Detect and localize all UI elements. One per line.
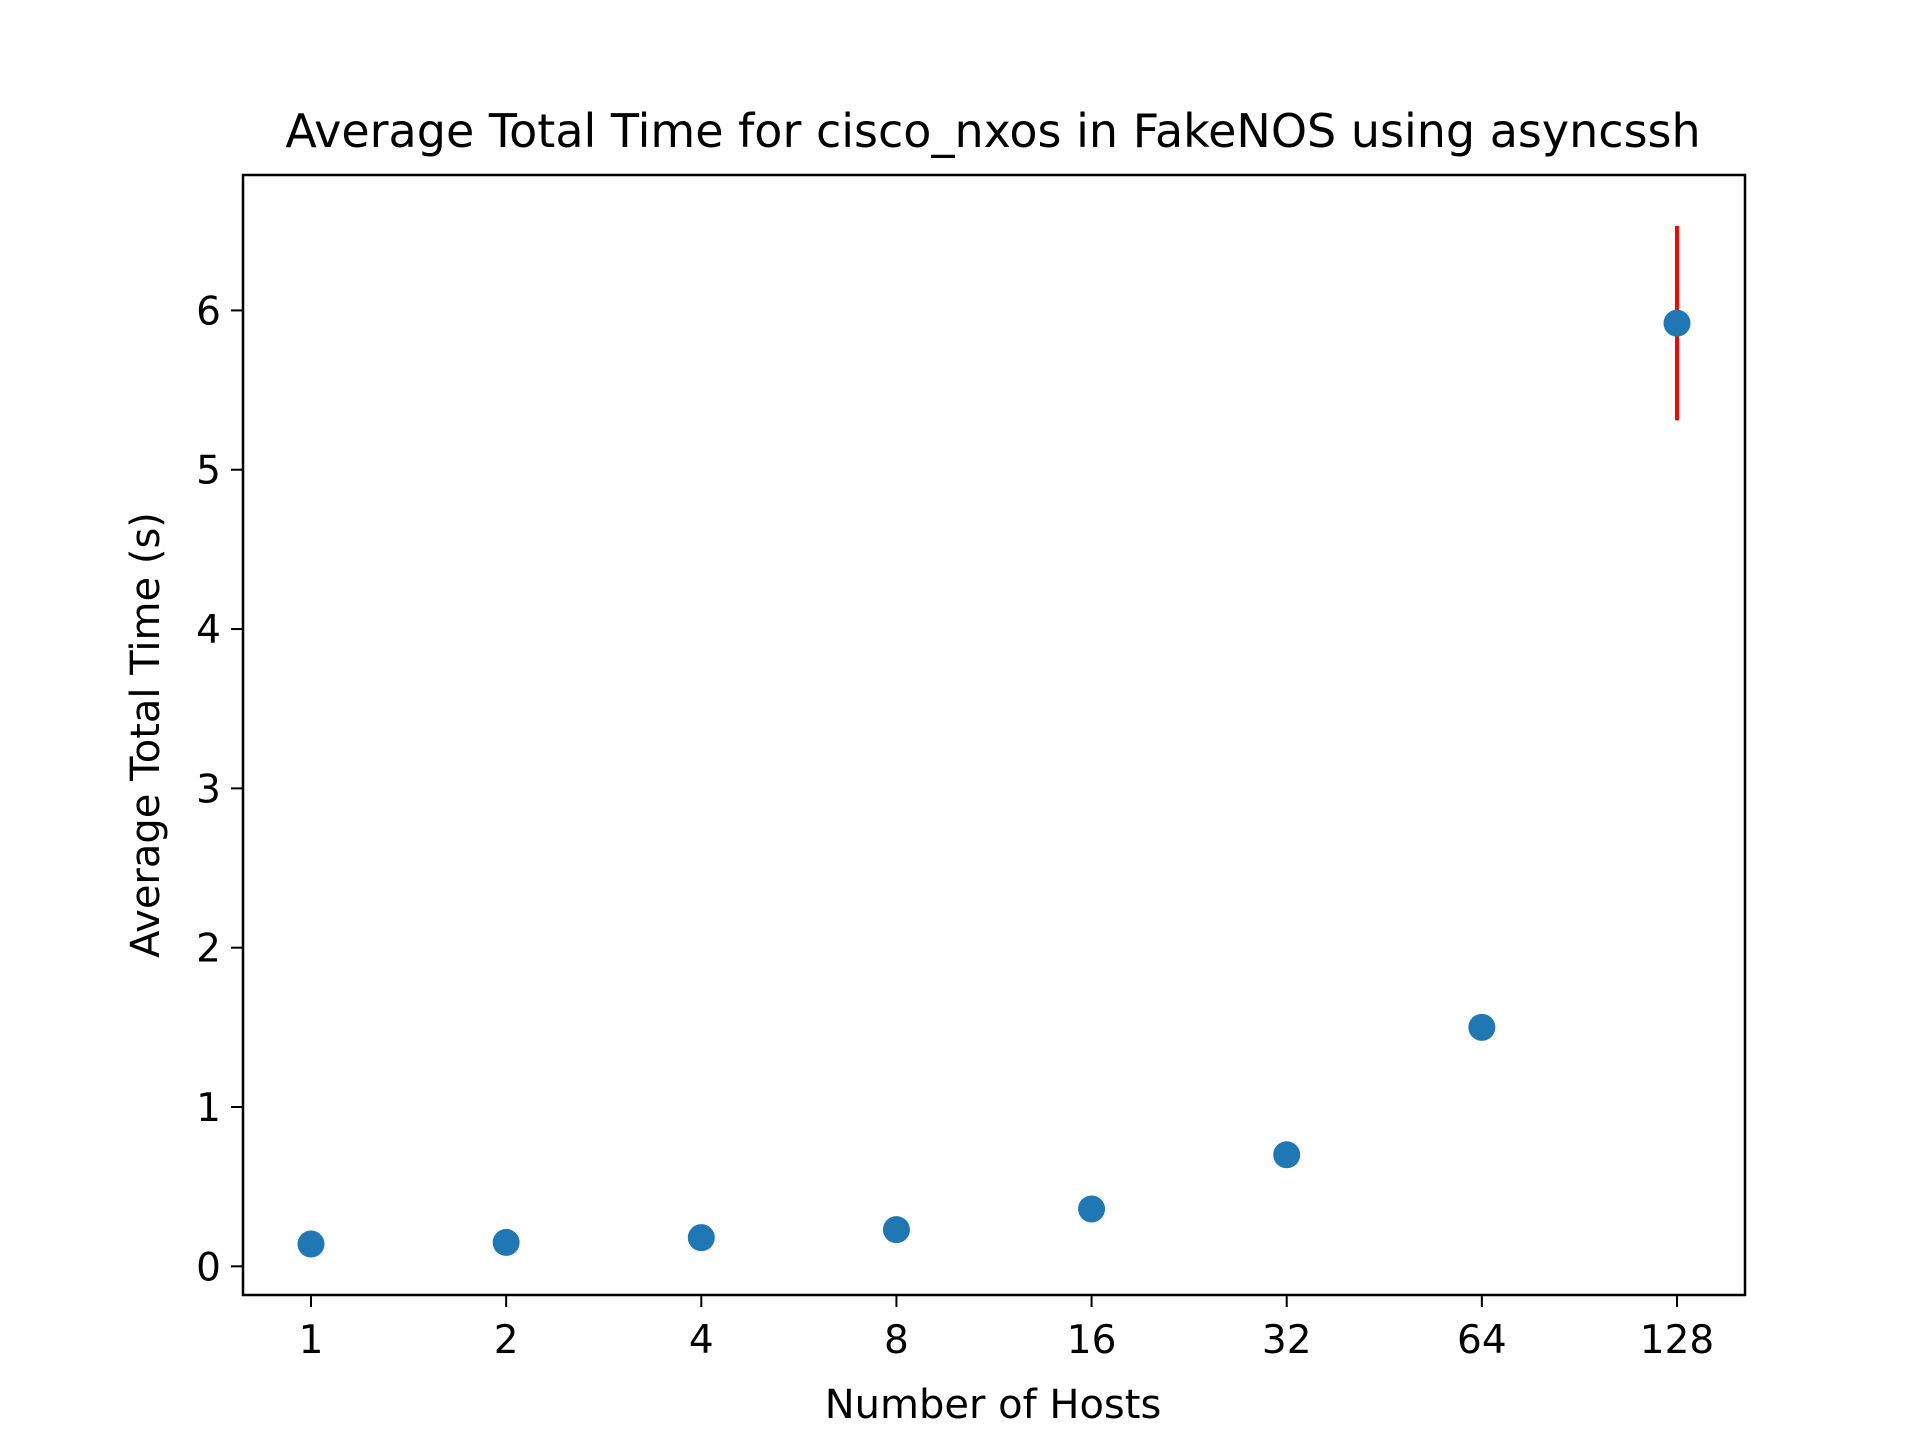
x-tick-label: 16 xyxy=(1067,1318,1117,1363)
y-tick-label: 2 xyxy=(196,927,221,972)
data-points xyxy=(297,309,1691,1258)
data-point xyxy=(1663,309,1691,337)
plot-area-frame xyxy=(241,173,1747,1297)
data-point xyxy=(882,1216,910,1244)
chart-title: Average Total Time for cisco_nxos in Fak… xyxy=(285,104,1700,158)
x-tick-label: 64 xyxy=(1457,1318,1507,1363)
y-tick-label: 0 xyxy=(196,1245,221,1290)
y-tick-label: 1 xyxy=(196,1086,221,1131)
y-axis-label: Average Total Time (s) xyxy=(123,512,169,958)
x-tick-label: 4 xyxy=(689,1318,714,1363)
x-axis-ticks: 1 2 4 8 16 32 64 128 xyxy=(299,1295,1714,1363)
data-point xyxy=(297,1230,325,1258)
x-tick-label: 32 xyxy=(1262,1318,1312,1363)
data-point xyxy=(1468,1013,1496,1041)
y-tick-label: 6 xyxy=(196,289,221,334)
x-axis-label: Number of Hosts xyxy=(825,1382,1162,1428)
x-tick-label: 2 xyxy=(494,1318,519,1363)
y-tick-label: 3 xyxy=(196,767,221,812)
x-tick-label: 1 xyxy=(299,1318,324,1363)
data-point xyxy=(1078,1195,1106,1223)
y-tick-label: 5 xyxy=(196,449,221,494)
data-point xyxy=(687,1224,715,1252)
x-tick-label: 128 xyxy=(1640,1318,1714,1363)
data-point xyxy=(492,1228,520,1256)
y-tick-label: 4 xyxy=(196,608,221,653)
x-tick-label: 8 xyxy=(884,1318,909,1363)
data-point xyxy=(1273,1141,1301,1169)
y-axis-ticks: 0 1 2 3 4 5 6 xyxy=(196,289,243,1290)
